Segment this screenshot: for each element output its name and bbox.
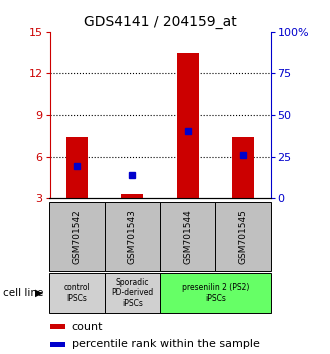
Bar [177,53,199,198]
Bar [50,273,105,313]
Bar [160,273,271,313]
Text: GSM701542: GSM701542 [73,209,82,264]
Text: control
IPSCs: control IPSCs [64,283,90,303]
Text: GSM701544: GSM701544 [183,209,192,264]
Text: Sporadic
PD-derived
iPSCs: Sporadic PD-derived iPSCs [111,278,153,308]
Bar [105,202,160,271]
Bar [160,202,215,271]
Bar [121,194,144,198]
Title: GDS4141 / 204159_at: GDS4141 / 204159_at [84,16,236,29]
Text: ▶: ▶ [35,288,43,298]
Bar [215,202,271,271]
Text: GSM701543: GSM701543 [128,209,137,264]
Bar [50,324,65,329]
Text: GSM701545: GSM701545 [239,209,248,264]
Bar [50,202,105,271]
Bar [66,137,88,198]
Bar [105,273,160,313]
Text: cell line: cell line [3,288,44,298]
Text: percentile rank within the sample: percentile rank within the sample [72,339,259,349]
Text: count: count [72,321,103,332]
Bar [232,137,254,198]
Text: presenilin 2 (PS2)
iPSCs: presenilin 2 (PS2) iPSCs [182,283,249,303]
Bar [50,342,65,347]
